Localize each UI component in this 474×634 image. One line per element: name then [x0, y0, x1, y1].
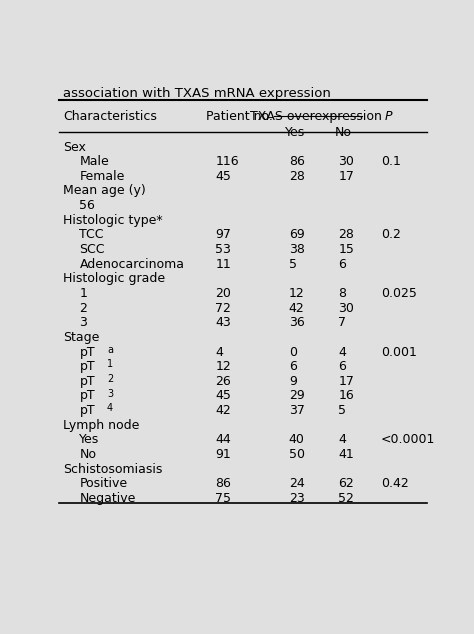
Text: 44: 44: [215, 434, 231, 446]
Text: 116: 116: [215, 155, 239, 168]
Text: pT: pT: [80, 346, 95, 359]
Text: Negative: Negative: [80, 492, 136, 505]
Text: 4: 4: [107, 403, 113, 413]
Text: 12: 12: [215, 360, 231, 373]
Text: <0.0001: <0.0001: [381, 434, 435, 446]
Text: 41: 41: [338, 448, 354, 461]
Text: P: P: [384, 110, 392, 123]
Text: 75: 75: [215, 492, 231, 505]
Text: 86: 86: [289, 155, 305, 168]
FancyBboxPatch shape: [59, 70, 427, 100]
Text: Histologic type*: Histologic type*: [63, 214, 163, 227]
Text: 0.001: 0.001: [381, 346, 417, 359]
Text: 17: 17: [338, 170, 354, 183]
Text: TCC: TCC: [80, 228, 104, 242]
Text: 5: 5: [338, 404, 346, 417]
Text: 17: 17: [338, 375, 354, 388]
Text: Adenocarcinoma: Adenocarcinoma: [80, 257, 184, 271]
Text: 23: 23: [289, 492, 305, 505]
Text: 45: 45: [215, 389, 231, 403]
Text: 50: 50: [289, 448, 305, 461]
Text: TXAS overexpression: TXAS overexpression: [249, 110, 382, 123]
Text: 2: 2: [107, 374, 113, 384]
Text: 0.025: 0.025: [381, 287, 417, 300]
Text: 91: 91: [215, 448, 231, 461]
Text: 6: 6: [338, 360, 346, 373]
Text: 72: 72: [215, 302, 231, 314]
Text: 69: 69: [289, 228, 305, 242]
Text: 42: 42: [289, 302, 305, 314]
Text: 15: 15: [338, 243, 354, 256]
Text: 56: 56: [80, 199, 95, 212]
Text: 43: 43: [215, 316, 231, 329]
Text: 0: 0: [289, 346, 297, 359]
Text: 0.2: 0.2: [381, 228, 401, 242]
Text: Sex: Sex: [63, 141, 86, 153]
Text: 5: 5: [289, 257, 297, 271]
Text: 3: 3: [107, 389, 113, 399]
Text: 62: 62: [338, 477, 354, 490]
Text: No: No: [335, 126, 352, 139]
Text: 53: 53: [215, 243, 231, 256]
Text: association with TXAS mRNA expression: association with TXAS mRNA expression: [63, 87, 331, 100]
Text: 2: 2: [80, 302, 87, 314]
Text: 37: 37: [289, 404, 305, 417]
Text: pT: pT: [80, 360, 95, 373]
Text: 4: 4: [338, 434, 346, 446]
Text: 12: 12: [289, 287, 305, 300]
Text: 42: 42: [215, 404, 231, 417]
Text: 1: 1: [80, 287, 87, 300]
Text: Lymph node: Lymph node: [63, 419, 139, 432]
Text: 6: 6: [289, 360, 297, 373]
Text: 30: 30: [338, 302, 354, 314]
Text: SCC: SCC: [80, 243, 105, 256]
Text: Mean age (y): Mean age (y): [63, 184, 146, 197]
Text: 6: 6: [338, 257, 346, 271]
Text: 0.42: 0.42: [381, 477, 409, 490]
Text: 9: 9: [289, 375, 297, 388]
Text: Schistosomiasis: Schistosomiasis: [63, 463, 162, 476]
Text: Yes: Yes: [285, 126, 305, 139]
Text: Stage: Stage: [63, 331, 99, 344]
Text: No: No: [80, 448, 96, 461]
Text: 28: 28: [289, 170, 305, 183]
Text: 1: 1: [107, 359, 113, 369]
Text: 20: 20: [215, 287, 231, 300]
Text: 7: 7: [338, 316, 346, 329]
Text: 40: 40: [289, 434, 305, 446]
Text: Positive: Positive: [80, 477, 128, 490]
Text: 16: 16: [338, 389, 354, 403]
Text: pT: pT: [80, 375, 95, 388]
Text: pT: pT: [80, 389, 95, 403]
Text: 38: 38: [289, 243, 305, 256]
Text: 26: 26: [215, 375, 231, 388]
Text: 36: 36: [289, 316, 305, 329]
Text: Patient no.: Patient no.: [206, 110, 273, 123]
Text: 29: 29: [289, 389, 305, 403]
Text: 24: 24: [289, 477, 305, 490]
Text: 0.1: 0.1: [381, 155, 401, 168]
Text: 45: 45: [215, 170, 231, 183]
Text: Male: Male: [80, 155, 109, 168]
Text: 4: 4: [338, 346, 346, 359]
Text: Characteristics: Characteristics: [63, 110, 157, 123]
Text: Histologic grade: Histologic grade: [63, 273, 165, 285]
Text: 28: 28: [338, 228, 354, 242]
Text: 52: 52: [338, 492, 354, 505]
Text: Yes: Yes: [80, 434, 100, 446]
Text: 3: 3: [80, 316, 87, 329]
Text: 11: 11: [215, 257, 231, 271]
Text: 30: 30: [338, 155, 354, 168]
Text: 8: 8: [338, 287, 346, 300]
Text: 4: 4: [215, 346, 223, 359]
Text: a: a: [107, 345, 113, 354]
Text: 86: 86: [215, 477, 231, 490]
Text: pT: pT: [80, 404, 95, 417]
Text: Female: Female: [80, 170, 125, 183]
Text: 97: 97: [215, 228, 231, 242]
